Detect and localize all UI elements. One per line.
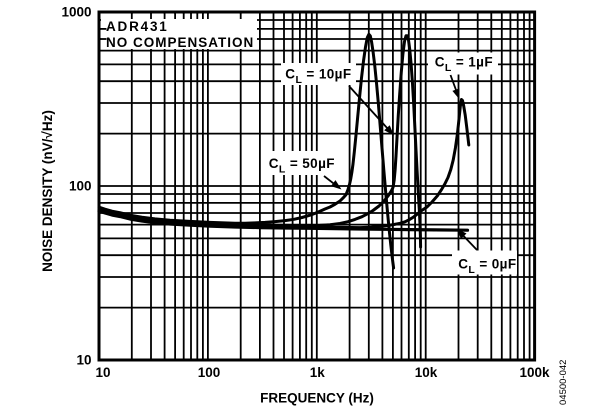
svg-text:FREQUENCY (Hz): FREQUENCY (Hz) <box>260 391 374 406</box>
svg-text:10: 10 <box>76 353 91 368</box>
svg-text:04500-042: 04500-042 <box>558 360 569 405</box>
svg-text:1k: 1k <box>310 365 326 380</box>
svg-text:1000: 1000 <box>61 5 91 20</box>
svg-text:100: 100 <box>69 179 92 194</box>
svg-text:NOISE DENSITY (nV/√Hz): NOISE DENSITY (nV/√Hz) <box>40 110 55 272</box>
svg-text:CL = 50µF: CL = 50µF <box>269 156 335 176</box>
svg-text:100: 100 <box>198 365 221 380</box>
svg-text:10k: 10k <box>415 365 438 380</box>
svg-text:ADR431: ADR431 <box>106 19 169 34</box>
svg-text:CL = 10µF: CL = 10µF <box>285 67 351 87</box>
svg-text:100k: 100k <box>519 365 550 380</box>
svg-text:10: 10 <box>95 365 110 380</box>
svg-text:NO COMPENSATION: NO COMPENSATION <box>106 35 254 50</box>
